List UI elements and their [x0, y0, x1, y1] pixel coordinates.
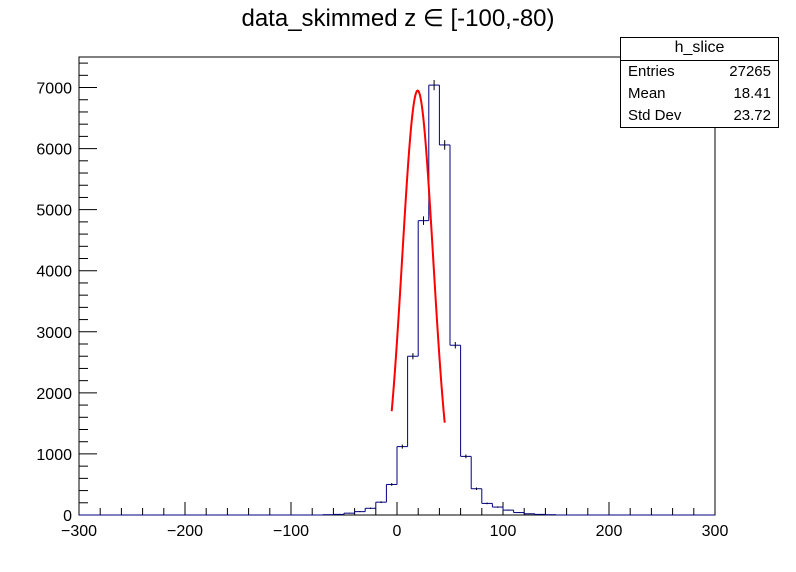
x-tick-label: 200 [596, 523, 623, 540]
y-tick-label: 3000 [36, 325, 72, 342]
x-tick-label: 0 [393, 523, 402, 540]
y-tick-label: 7000 [36, 81, 72, 98]
stats-row-mean: Mean 18.41 [621, 83, 778, 105]
x-tick-label: 300 [702, 523, 729, 540]
stats-value: 27265 [729, 63, 771, 80]
x-tick-label: 100 [490, 523, 517, 540]
x-tick-label: −100 [273, 523, 309, 540]
stats-row-std-dev: Std Dev 23.72 [621, 105, 778, 127]
y-tick-label: 5000 [36, 203, 72, 220]
stats-label: Std Dev [628, 107, 682, 124]
y-tick-label: 6000 [36, 142, 72, 159]
y-tick-label: 1000 [36, 447, 72, 464]
stats-value: 23.72 [733, 107, 771, 124]
x-tick-label: −300 [61, 523, 97, 540]
stats-row-entries: Entries 27265 [621, 61, 778, 83]
gaussian-fit-curve [390, 89, 446, 423]
stats-histogram-name: h_slice [621, 38, 778, 61]
y-tick-label: 4000 [36, 264, 72, 281]
histogram-bins [79, 79, 715, 516]
stats-value: 18.41 [733, 85, 771, 102]
chart-title: data_skimmed z ∈ [-100,-80) [241, 5, 555, 32]
stats-label: Mean [628, 85, 666, 102]
stats-box: h_slice Entries 27265 Mean 18.41 Std Dev… [620, 37, 779, 128]
y-tick-label: 2000 [36, 386, 72, 403]
y-tick-label: 0 [63, 508, 72, 525]
x-tick-label: −200 [167, 523, 203, 540]
stats-label: Entries [628, 63, 675, 80]
